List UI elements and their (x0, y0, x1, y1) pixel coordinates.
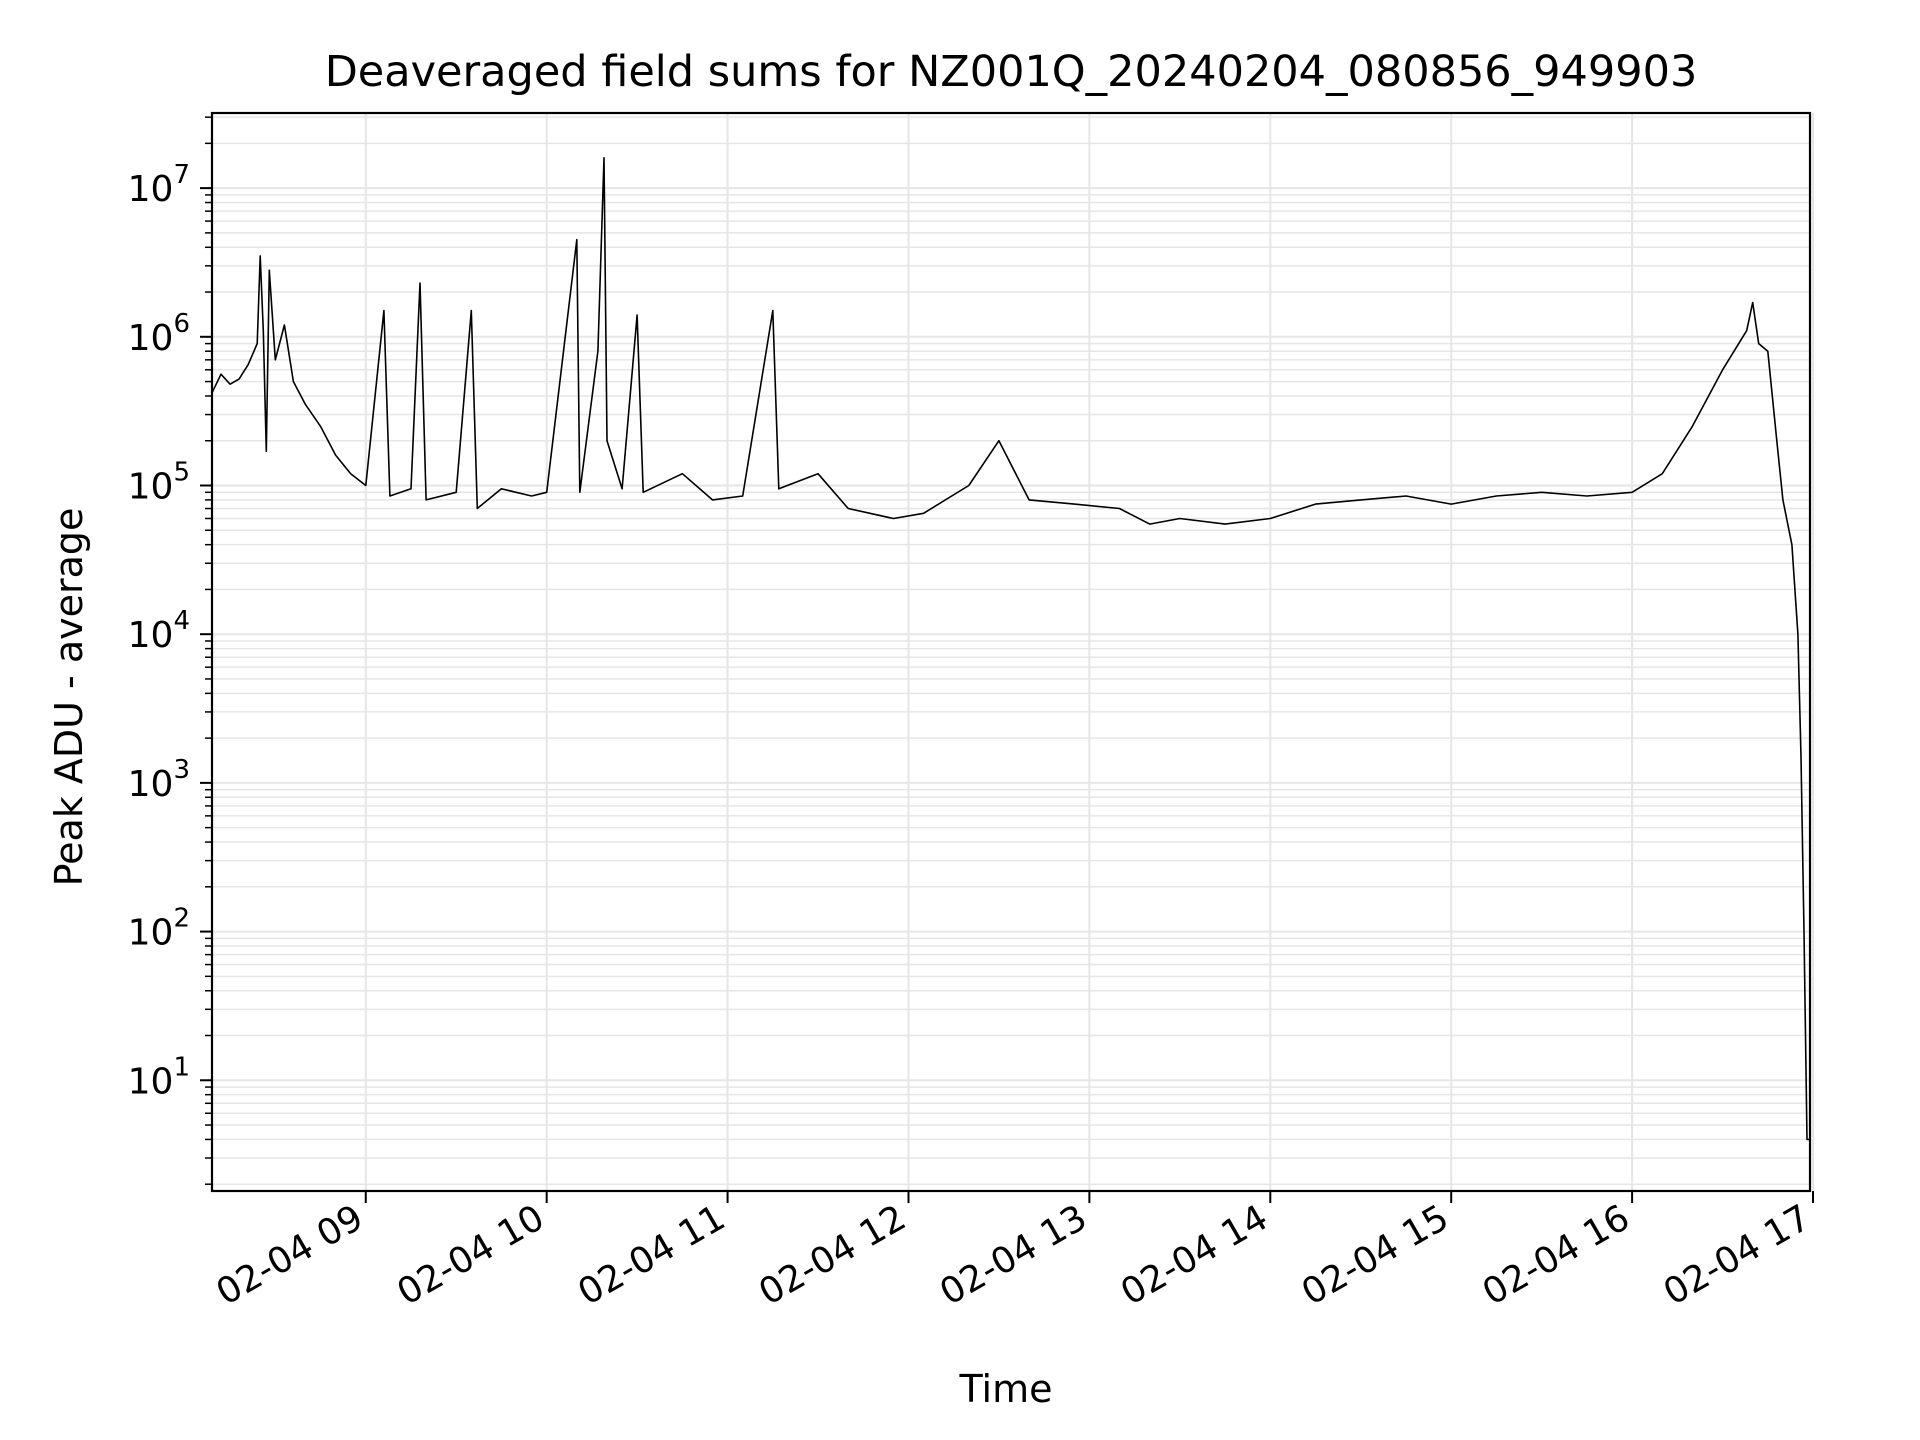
series-layer (211, 157, 1810, 1141)
y-tick-label: 105 (128, 457, 190, 507)
y-tick-label: 104 (128, 606, 190, 656)
plot-frame (210, 111, 1812, 1193)
y-axis-label: Peak ADU - average (47, 508, 91, 887)
series-line (211, 157, 1810, 1141)
chart-title: Deaveraged field sums for NZ001Q_2024020… (325, 47, 1698, 97)
x-axis-label: Time (959, 1367, 1053, 1411)
y-tick-label: 106 (128, 309, 190, 359)
grid (212, 113, 1815, 1191)
y-tick-label: 102 (128, 904, 190, 954)
y-tick-label: 101 (128, 1052, 190, 1102)
y-tick-label: 107 (128, 160, 190, 210)
y-tick-label: 103 (128, 755, 190, 805)
